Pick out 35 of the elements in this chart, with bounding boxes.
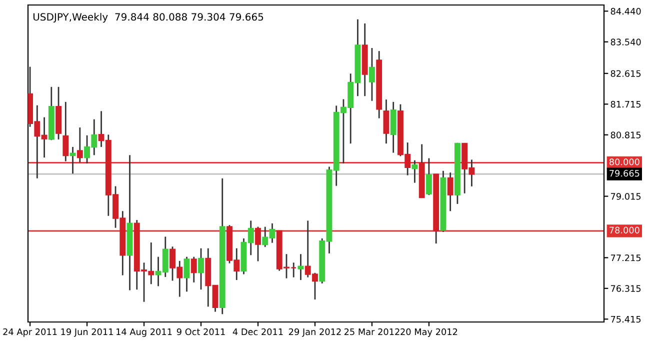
candlestick	[255, 226, 261, 262]
x-tick-label: 20 May 2012	[400, 328, 458, 337]
y-tick-label: 75.415	[610, 316, 641, 323]
candlestick	[383, 98, 390, 144]
candlestick	[298, 253, 304, 281]
y-tick-label: 83.540	[610, 38, 641, 46]
candlestick	[184, 256, 190, 292]
y-tick-label: 84.440	[610, 8, 641, 15]
x-tick-label: 24 Apr 2011	[3, 328, 57, 337]
x-tick-label: 25 Mar 2012	[344, 328, 400, 336]
ref-line-label: 78.000	[610, 226, 640, 234]
candlestick	[198, 248, 204, 290]
x-tick-label: 9 Oct 2011	[176, 328, 225, 336]
candlestick	[62, 101, 69, 162]
text: USDJPY,Weekly 79.844 80.088 79.304 79.665	[33, 12, 264, 23]
x-tick-label: 29 Jan 2012	[288, 328, 341, 337]
y-tick-label: 82.615	[610, 70, 641, 77]
x-tick-label: 14 Aug 2011	[116, 328, 172, 337]
candlestick	[290, 262, 297, 278]
candlestick	[426, 158, 432, 196]
candlestick	[70, 146, 76, 174]
ref-line-label: 79.665	[610, 170, 640, 177]
candlestick	[190, 256, 197, 284]
candlestick	[412, 160, 418, 184]
x-tick-label: 19 Jun 2011	[61, 328, 113, 337]
y-tick-label: 81.715	[610, 100, 641, 108]
y-tick-label: 77.215	[610, 254, 641, 262]
y-tick-label: 76.315	[610, 285, 641, 292]
candlestick	[76, 126, 83, 163]
y-tick-label: 79.015	[610, 193, 641, 200]
ref-line-label: 80.000	[609, 158, 640, 166]
candlestick	[447, 172, 454, 212]
candlestick	[369, 47, 375, 102]
y-tick-label: 80.815	[610, 132, 641, 138]
x-tick-label: 4 Dec 2011	[232, 328, 283, 336]
